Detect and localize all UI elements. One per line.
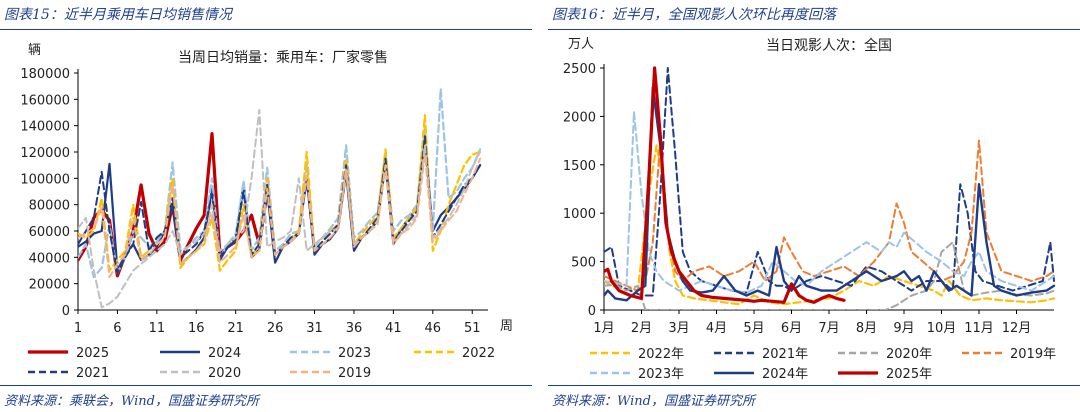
left-bottom-divider: [0, 385, 532, 386]
left-x-tick-label: 11: [149, 321, 166, 336]
right-series-line-2019年: [604, 139, 1055, 292]
right-x-tick-label: 2月: [631, 321, 652, 336]
right-legend-label-2020年: 2020年: [886, 347, 932, 362]
right-legend-label-2025年: 2025年: [886, 367, 932, 382]
left-y-tick-label: 100000: [20, 172, 70, 187]
left-y-tick-label: 160000: [20, 93, 70, 108]
left-x-tick-label: 41: [385, 321, 402, 336]
left-x-tick-label: 36: [346, 321, 363, 336]
right-panel: 图表16：近半月，全国观影人次环比再度回落 当日观影人次：全国 万人 0 500 100…: [548, 0, 1080, 412]
right-x-tick-label: 4月: [706, 321, 727, 336]
left-legend-label-2021: 2021: [76, 366, 109, 381]
left-legend-label-2022: 2022: [462, 346, 495, 361]
left-y-unit-label: 辆: [28, 43, 41, 58]
right-x-tick-label: 3月: [668, 321, 689, 336]
right-chart-title: 当日观影人次：全国: [766, 37, 892, 54]
right-x-tick-label: 8月: [856, 321, 877, 336]
right-series-line-2021年: [604, 67, 1055, 297]
left-panel-title: 图表15：近半月乘用车日均销售情况: [4, 7, 232, 23]
left-legend-label-2023: 2023: [338, 346, 371, 361]
right-y-tick-label: 2000: [563, 110, 596, 125]
left-y-tick-label: 40000: [29, 251, 70, 266]
left-y-tick-label: 120000: [20, 146, 70, 161]
left-legend-label-2024: 2024: [208, 346, 241, 361]
right-x-tick-label: 12月: [1002, 321, 1032, 336]
left-x-tick-label: 16: [188, 321, 205, 336]
right-bottom-divider: [548, 385, 1080, 386]
right-top-divider: [548, 29, 1080, 30]
right-x-tick-label: 5月: [743, 321, 764, 336]
left-top-divider: [0, 29, 532, 30]
right-legend-label-2021年: 2021年: [762, 347, 808, 362]
right-series-line-2020年: [604, 241, 1055, 310]
right-x-tick-label: 1月: [593, 321, 614, 336]
right-y-tick-label: 2500: [563, 62, 596, 77]
left-y-tick-label: 60000: [29, 225, 70, 240]
right-y-tick-label: 1000: [563, 207, 596, 222]
right-legend-label-2019年: 2019年: [1010, 347, 1056, 362]
left-series-line-2020: [78, 108, 482, 309]
right-x-tick-label: 6月: [781, 321, 802, 336]
right-panel-title: 图表16：近半月，全国观影人次环比再度回落: [552, 7, 836, 23]
left-x-tick-label: 31: [306, 321, 323, 336]
left-legend-label-2019: 2019: [338, 366, 371, 381]
right-legend-label-2022年: 2022年: [638, 347, 684, 362]
left-legend-label-2025: 2025: [76, 346, 109, 361]
right-chart: 当日观影人次：全国 万人 0 500 1000 1500 2000 2500 1月 2月 3月 4月 5…: [563, 37, 1056, 382]
left-series-line-2023: [78, 87, 482, 279]
left-series-line-2022: [78, 113, 482, 272]
left-chart: 当周日均销量：乘用车：厂家零售 辆 0 20000 40000 60000 80000 100…: [20, 43, 513, 381]
right-source-note: 资料来源：Wind，国盛证券研究所: [552, 394, 755, 409]
left-y-tick-label: 140000: [20, 120, 70, 135]
left-x-tick-label: 6: [113, 321, 121, 336]
right-y-unit-label: 万人: [568, 37, 594, 52]
left-x-tick-label: 1: [74, 321, 82, 336]
right-series-line-2025年: [604, 66, 846, 304]
left-chart-title: 当周日均销量：乘用车：厂家零售: [178, 49, 388, 66]
left-x-tick-label: 51: [464, 321, 481, 336]
left-x-axis-label: 周: [500, 319, 513, 334]
right-y-tick-label: 0: [588, 304, 596, 319]
right-series-line-2023年: [604, 110, 1055, 294]
right-x-tick-label: 11月: [964, 321, 994, 336]
right-x-tick-label: 9月: [893, 321, 914, 336]
left-legend-label-2020: 2020: [208, 366, 241, 381]
right-legend-label-2024年: 2024年: [762, 367, 808, 382]
right-y-tick-label: 1500: [563, 159, 596, 174]
left-y-tick-label: 80000: [29, 199, 70, 214]
left-source-note: 资料来源：乘联会，Wind，国盛证券研究所: [4, 394, 259, 409]
right-x-tick-label: 10月: [927, 321, 957, 336]
left-series-line-2019: [78, 153, 482, 279]
left-y-tick-label: 20000: [29, 278, 70, 293]
right-x-tick-label: 7月: [818, 321, 839, 336]
right-legend-label-2023年: 2023年: [638, 367, 684, 382]
left-y-tick-label: 0: [62, 304, 70, 319]
right-y-tick-label: 500: [571, 256, 596, 271]
left-x-tick-label: 21: [227, 321, 244, 336]
left-x-tick-label: 46: [425, 321, 442, 336]
left-x-tick-label: 26: [267, 321, 284, 336]
left-y-tick-label: 180000: [20, 67, 70, 82]
left-panel: 图表15：近半月乘用车日均销售情况 当周日均销量：乘用车：厂家零售 辆 0 20000…: [0, 0, 532, 412]
